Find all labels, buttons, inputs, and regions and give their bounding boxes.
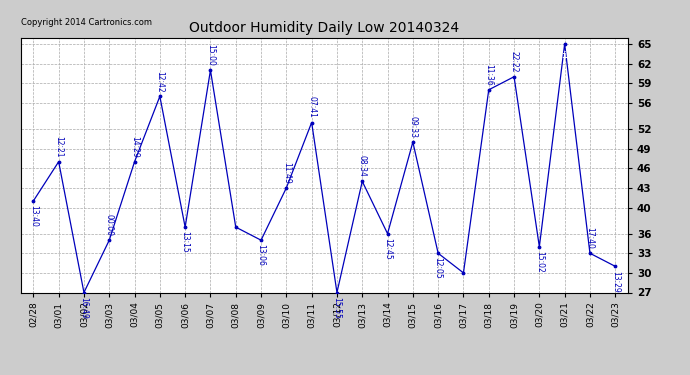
Text: 13:29: 13:29 bbox=[611, 270, 620, 292]
Text: 14:29: 14:29 bbox=[130, 136, 139, 158]
Text: 15:00: 15:00 bbox=[206, 44, 215, 66]
Text: 11:49: 11:49 bbox=[282, 162, 291, 184]
Text: 11:36: 11:36 bbox=[484, 64, 493, 86]
Text: 08:34: 08:34 bbox=[357, 155, 367, 177]
Text: 22:22: 22:22 bbox=[509, 51, 519, 73]
Text: 13:40: 13:40 bbox=[29, 205, 38, 227]
Text: 09:33: 09:33 bbox=[408, 116, 417, 138]
Text: 16:49: 16:49 bbox=[79, 297, 88, 318]
Text: 15:55: 15:55 bbox=[333, 297, 342, 318]
Text: Copyright 2014 Cartronics.com: Copyright 2014 Cartronics.com bbox=[21, 18, 152, 27]
Text: 12:42: 12:42 bbox=[155, 70, 164, 92]
Text: 12:45: 12:45 bbox=[383, 238, 392, 260]
Text: 07:41: 07:41 bbox=[307, 96, 316, 118]
Text: 17:40: 17:40 bbox=[585, 227, 595, 249]
Title: Outdoor Humidity Daily Low 20140324: Outdoor Humidity Daily Low 20140324 bbox=[189, 21, 460, 35]
Text: 00:00: 00:00 bbox=[105, 214, 114, 236]
Text: 13:15: 13:15 bbox=[181, 231, 190, 253]
Text: 12:21: 12:21 bbox=[54, 136, 63, 158]
Text: 13:06: 13:06 bbox=[257, 244, 266, 266]
Text: 15:02: 15:02 bbox=[535, 251, 544, 273]
Text: 12:05: 12:05 bbox=[433, 257, 443, 279]
